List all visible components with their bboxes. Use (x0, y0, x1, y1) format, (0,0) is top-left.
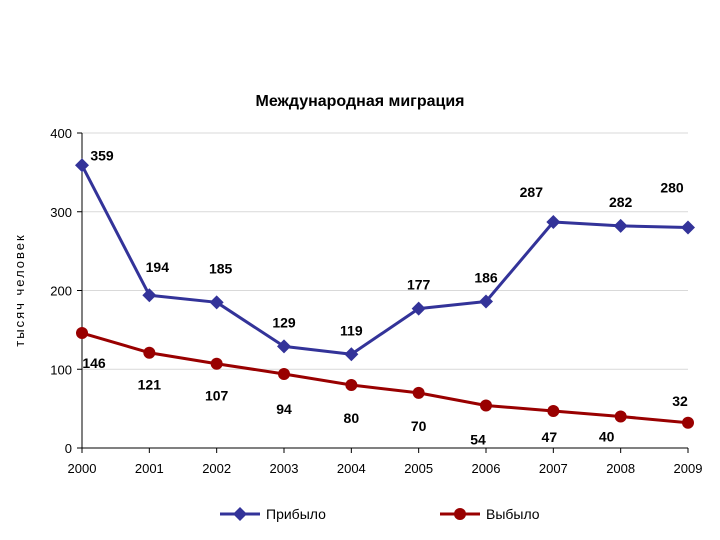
departed-data-label: 80 (344, 410, 360, 426)
gridlines (82, 132, 688, 370)
arrived-point (546, 214, 561, 229)
arrived-data-label: 185 (209, 260, 233, 276)
x-tick-label: 2003 (270, 461, 299, 476)
departed-data-label: 40 (599, 429, 615, 445)
departed-data-label: 32 (672, 393, 688, 409)
arrived-data-label: 194 (146, 259, 170, 275)
departed-data-label: 54 (470, 431, 486, 447)
y-tick-label: 400 (50, 126, 72, 141)
chart-title: Международная миграция (255, 93, 464, 110)
legend-label: Выбыло (486, 506, 540, 522)
departed-data-label: 121 (138, 377, 162, 393)
arrived-point (479, 294, 493, 309)
arrived-point (681, 220, 695, 235)
arrived-data-label: 129 (272, 314, 296, 330)
x-tick-label: 2006 (472, 461, 501, 476)
departed-point (210, 357, 223, 370)
legend-label: Прибыло (266, 506, 326, 522)
x-tick-label: 2002 (202, 461, 231, 476)
arrived-data-label: 119 (340, 322, 363, 338)
arrived-point (75, 158, 89, 173)
departed-data-label: 94 (276, 401, 292, 417)
x-tick-label: 2000 (68, 461, 97, 476)
departed-data-label: 70 (411, 418, 427, 434)
data-labels: 359 194 185 129 119 177 186 287 282 280 146 121 107 9… (82, 147, 688, 447)
departed-point (143, 346, 156, 359)
departed-point (278, 367, 290, 380)
departed-data-label: 107 (205, 388, 229, 404)
series-group (75, 158, 695, 429)
departed-data-label: 146 (82, 355, 106, 371)
arrived-data-label: 359 (90, 147, 114, 163)
arrived-data-label: 186 (474, 270, 498, 286)
y-tick-label: 200 (50, 284, 72, 299)
x-tick-label: 2007 (539, 461, 568, 476)
departed-point (480, 399, 492, 412)
y-tick-label: 0 (65, 441, 72, 456)
legend: Прибыло Выбыло (220, 506, 540, 522)
y-axis-label: тысяч человек (12, 233, 27, 346)
x-tick-label: 2008 (606, 461, 635, 476)
arrived-data-label: 287 (520, 184, 544, 200)
departed-point (547, 404, 560, 417)
series-line-departed (81, 331, 689, 425)
axes: 0 100 200 300 400 2000 2001 2002 2003 2004 2005 200… (50, 126, 702, 476)
arrived-point (411, 301, 426, 316)
departed-point (682, 416, 694, 429)
arrived-point (142, 288, 157, 303)
arrived-point (613, 218, 628, 233)
arrived-point (209, 295, 224, 310)
y-tick-label: 300 (50, 205, 72, 220)
y-tick-label: 100 (50, 362, 72, 377)
x-tick-label: 2001 (135, 461, 164, 476)
arrived-point (277, 339, 291, 354)
x-tick-label: 2005 (404, 461, 433, 476)
legend-marker (454, 508, 466, 520)
x-tick-label: 2004 (337, 461, 366, 476)
arrived-point (344, 347, 359, 362)
legend-marker (233, 507, 247, 521)
arrived-data-label: 282 (609, 194, 633, 210)
series-line-arrived (80, 164, 689, 356)
x-tick-label: 2009 (674, 461, 703, 476)
departed-point (76, 327, 88, 340)
departed-point (412, 386, 425, 399)
departed-point (345, 379, 358, 391)
departed-data-label: 47 (542, 429, 558, 445)
arrived-data-label: 177 (407, 277, 431, 293)
arrived-data-label: 280 (660, 180, 684, 196)
departed-point (614, 410, 627, 423)
